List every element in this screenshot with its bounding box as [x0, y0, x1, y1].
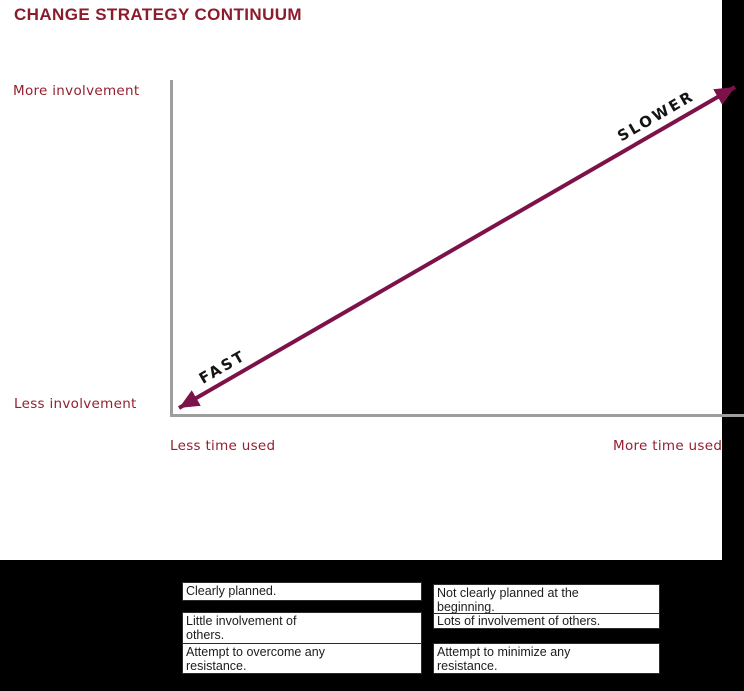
fast-strategy-cell-involvement: Little involvement of others.: [182, 612, 422, 644]
x-axis-left-label: Less time used: [170, 438, 276, 454]
fast-strategy-cell-resistance: Attempt to overcome any resistance.: [182, 643, 422, 674]
y-axis-top-label: More involvement: [13, 83, 140, 99]
continuum-arrow: [178, 85, 736, 410]
fast-strategy-cell-planning: Clearly planned.: [182, 582, 422, 601]
slow-strategy-cell-involvement: Lots of involvement of others.: [433, 613, 660, 629]
y-axis-line: [170, 80, 173, 417]
page-title: CHANGE STRATEGY CONTINUUM: [14, 5, 302, 24]
y-axis-bottom-label: Less involvement: [14, 396, 137, 412]
x-axis-line: [170, 414, 744, 417]
slow-strategy-cell-resistance: Attempt to minimize any resistance.: [433, 643, 660, 674]
x-axis-right-label: More time used: [613, 438, 723, 454]
slow-strategy-cell-planning: Not clearly planned at the beginning.: [433, 584, 660, 614]
